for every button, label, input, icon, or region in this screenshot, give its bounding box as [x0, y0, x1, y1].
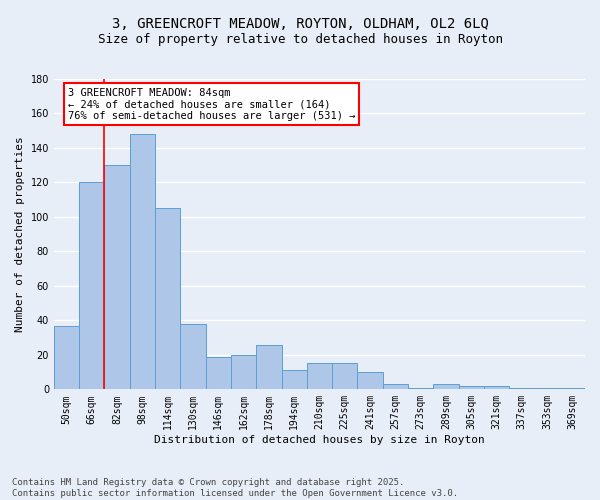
Bar	[458, 386, 484, 390]
Bar	[130, 134, 155, 390]
Bar	[281, 370, 307, 390]
Bar	[54, 326, 79, 390]
Bar	[256, 344, 281, 390]
Bar	[206, 356, 231, 390]
X-axis label: Distribution of detached houses by size in Royton: Distribution of detached houses by size …	[154, 435, 485, 445]
Bar	[181, 324, 206, 390]
Bar	[560, 388, 585, 390]
Y-axis label: Number of detached properties: Number of detached properties	[15, 136, 25, 332]
Bar	[155, 208, 181, 390]
Text: 3, GREENCROFT MEADOW, ROYTON, OLDHAM, OL2 6LQ: 3, GREENCROFT MEADOW, ROYTON, OLDHAM, OL…	[112, 18, 488, 32]
Text: Size of property relative to detached houses in Royton: Size of property relative to detached ho…	[97, 32, 503, 46]
Bar	[535, 388, 560, 390]
Bar	[408, 388, 433, 390]
Bar	[358, 372, 383, 390]
Bar	[79, 182, 104, 390]
Bar	[307, 364, 332, 390]
Bar	[433, 384, 458, 390]
Bar	[231, 355, 256, 390]
Bar	[332, 364, 358, 390]
Bar	[484, 386, 509, 390]
Bar	[383, 384, 408, 390]
Bar	[104, 165, 130, 390]
Text: Contains HM Land Registry data © Crown copyright and database right 2025.
Contai: Contains HM Land Registry data © Crown c…	[12, 478, 458, 498]
Bar	[509, 388, 535, 390]
Text: 3 GREENCROFT MEADOW: 84sqm
← 24% of detached houses are smaller (164)
76% of sem: 3 GREENCROFT MEADOW: 84sqm ← 24% of deta…	[68, 88, 355, 121]
